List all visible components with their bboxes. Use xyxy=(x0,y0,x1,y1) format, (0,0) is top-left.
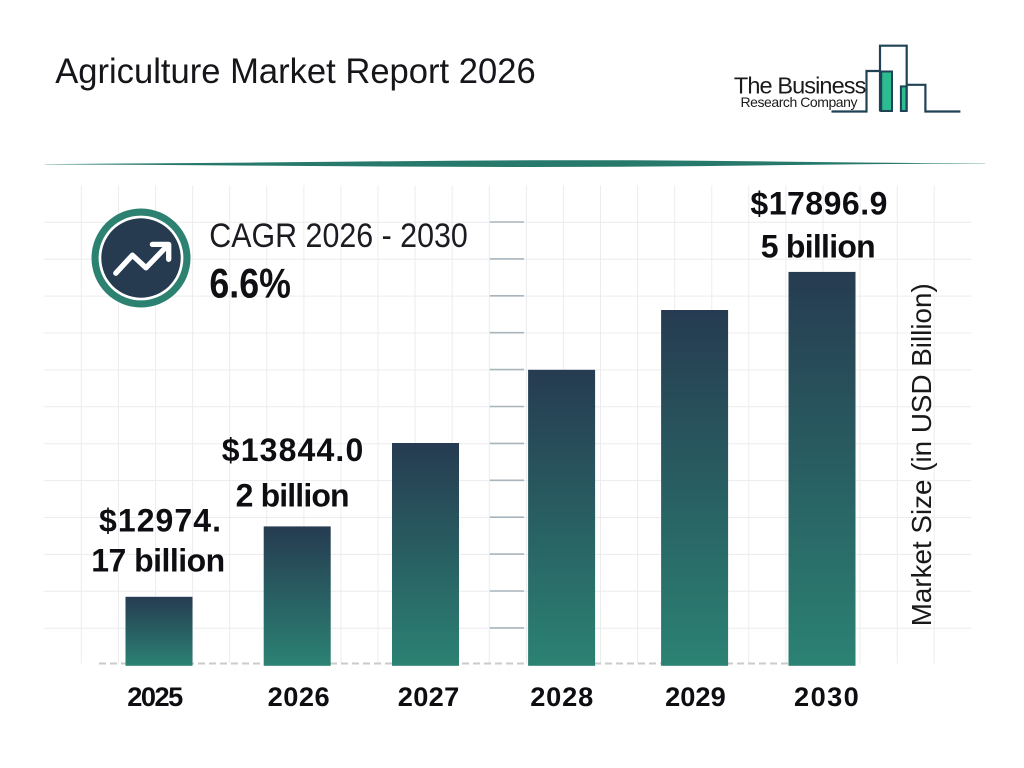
svg-text:Market Size (in USD Billion): Market Size (in USD Billion) xyxy=(906,283,937,626)
svg-text:2029: 2029 xyxy=(665,681,726,712)
svg-text:$17896.9: $17896.9 xyxy=(750,185,887,221)
svg-text:2028: 2028 xyxy=(530,681,593,712)
svg-text:2025: 2025 xyxy=(127,681,183,712)
svg-text:6.6%: 6.6% xyxy=(209,260,291,307)
svg-text:2030: 2030 xyxy=(794,681,859,712)
svg-text:Agriculture Market Report 2026: Agriculture Market Report 2026 xyxy=(55,52,536,91)
svg-text:2 billion: 2 billion xyxy=(236,478,350,514)
svg-text:Research Company: Research Company xyxy=(741,94,858,110)
svg-text:$12974.: $12974. xyxy=(99,503,221,539)
svg-text:2027: 2027 xyxy=(398,681,460,712)
svg-text:CAGR 2026 - 2030: CAGR 2026 - 2030 xyxy=(209,217,468,255)
svg-text:The Business: The Business xyxy=(734,72,866,98)
svg-text:$13844.0: $13844.0 xyxy=(222,432,364,468)
svg-text:17 billion: 17 billion xyxy=(91,543,225,579)
svg-text:5 billion: 5 billion xyxy=(761,228,876,264)
svg-text:2026: 2026 xyxy=(268,681,330,712)
